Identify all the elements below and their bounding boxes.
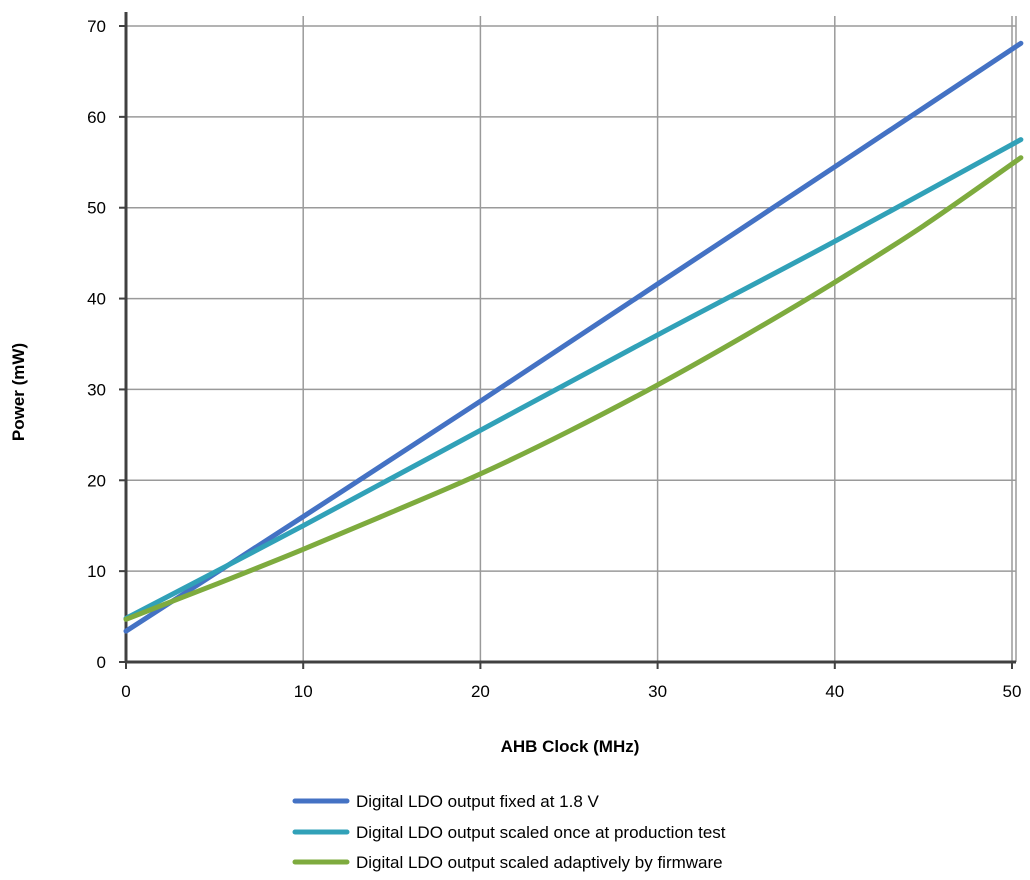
series-line-production (123, 137, 1024, 621)
x-tick-label: 30 (648, 682, 667, 701)
legend: Digital LDO output fixed at 1.8 V Digita… (292, 792, 726, 872)
y-tick-label: 50 (87, 199, 106, 218)
legend-label-adaptive: Digital LDO output scaled adaptively by … (356, 853, 723, 872)
x-tick-label: 10 (294, 682, 313, 701)
y-tick-label: 0 (97, 653, 106, 672)
ticks: 0 10 20 30 40 50 60 70 0 10 20 30 40 50 (87, 17, 1021, 701)
y-tick-label: 10 (87, 562, 106, 581)
x-axis-title: AHB Clock (MHz) (501, 737, 640, 756)
y-tick-label: 40 (87, 290, 106, 309)
series-line-adaptive (123, 155, 1024, 622)
legend-label-production: Digital LDO output scaled once at produc… (356, 823, 726, 842)
legend-label-fixed: Digital LDO output fixed at 1.8 V (356, 792, 600, 811)
series-lines (123, 40, 1024, 634)
y-tick-label: 20 (87, 471, 106, 490)
x-tick-label: 0 (121, 682, 130, 701)
y-tick-label: 60 (87, 108, 106, 127)
x-tick-label: 40 (825, 682, 844, 701)
y-tick-label: 70 (87, 17, 106, 36)
grid (126, 16, 1017, 662)
x-tick-label: 50 (1003, 682, 1022, 701)
x-tick-label: 20 (471, 682, 490, 701)
y-axis-title: Power (mW) (9, 343, 28, 441)
series-line-fixed (123, 40, 1024, 634)
axes (124, 12, 1016, 664)
y-tick-label: 30 (87, 380, 106, 399)
